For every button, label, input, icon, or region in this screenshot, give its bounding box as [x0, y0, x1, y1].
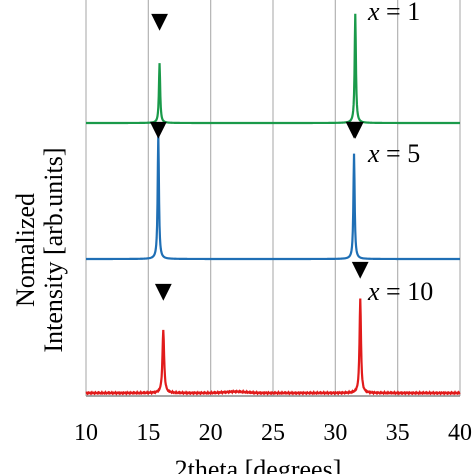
x-tick-label-30: 30 — [323, 420, 347, 446]
series-traces — [85, 13, 461, 396]
series-label-1: x = 1 — [367, 0, 420, 26]
series-trace-2 — [86, 134, 460, 261]
peak-marker-1-1: ▼ — [151, 9, 168, 34]
series-label-var: x — [367, 139, 380, 168]
series-label-var: x — [367, 0, 380, 26]
y-axis-title-line1: Nomalized — [11, 193, 40, 307]
x-tick-label-10: 10 — [74, 420, 98, 446]
x-tick-labels: 10 15 20 25 30 35 40 — [74, 420, 472, 446]
series-label-3: x = 10 — [367, 277, 433, 306]
x-axis-title: 2theta [degrees] — [175, 455, 342, 474]
series-label-var: x — [367, 277, 380, 306]
peak-marker-2-2: ▼ — [346, 117, 363, 142]
series-trace-3 — [85, 298, 461, 396]
series-label-value: = 1 — [380, 0, 421, 26]
y-axis-title: Nomalized Intensity [arb.units] — [11, 147, 68, 352]
series-label-value: = 10 — [380, 277, 434, 306]
peak-marker-3-1: ▼ — [155, 279, 172, 304]
series-trace-1 — [86, 13, 460, 125]
x-tick-label-40: 40 — [448, 420, 472, 446]
x-tick-label-15: 15 — [136, 420, 160, 446]
x-tick-label-20: 20 — [199, 420, 223, 446]
peak-marker-2-1: ▼ — [150, 117, 167, 142]
x-tick-label-35: 35 — [386, 420, 410, 446]
series-label-2: x = 5 — [367, 139, 420, 168]
peak-markers: ▼▼▼ ▼▼▼ — [150, 9, 369, 304]
series-labels: x = 1x = 5x = 10 — [367, 0, 433, 306]
peak-marker-3-2: ▼ — [352, 257, 369, 282]
x-tick-label-25: 25 — [261, 420, 285, 446]
y-axis-title-line2: Intensity [arb.units] — [39, 147, 68, 352]
series-label-value: = 5 — [380, 139, 421, 168]
peak-marker-1-2: ▼ — [347, 117, 364, 142]
grid-lines — [85, 0, 461, 396]
